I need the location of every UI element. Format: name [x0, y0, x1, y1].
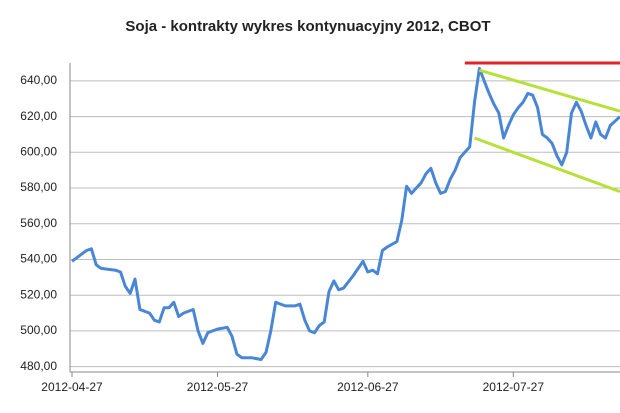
x-tick-label: 2012-04-27	[41, 380, 103, 394]
y-tick-label: 560,00	[20, 216, 57, 230]
y-tick-label: 520,00	[20, 287, 57, 301]
y-tick-label: 580,00	[20, 180, 57, 194]
y-tick-label: 540,00	[20, 252, 57, 266]
y-tick-label: 640,00	[20, 73, 57, 87]
y-tick-label: 500,00	[20, 323, 57, 337]
y-tick-label: 480,00	[20, 359, 57, 373]
x-tick-label: 2012-05-27	[187, 380, 249, 394]
chart-title: Soja - kontrakty wykres kontynuacyjny 20…	[125, 18, 490, 35]
y-tick-label: 620,00	[20, 109, 57, 123]
trend-line	[473, 136, 620, 194]
x-tick-label: 2012-07-27	[483, 380, 545, 394]
y-tick-label: 600,00	[20, 144, 57, 158]
trend-line	[478, 68, 620, 113]
series-line	[71, 66, 620, 361]
x-tick-label: 2012-06-27	[337, 380, 399, 394]
